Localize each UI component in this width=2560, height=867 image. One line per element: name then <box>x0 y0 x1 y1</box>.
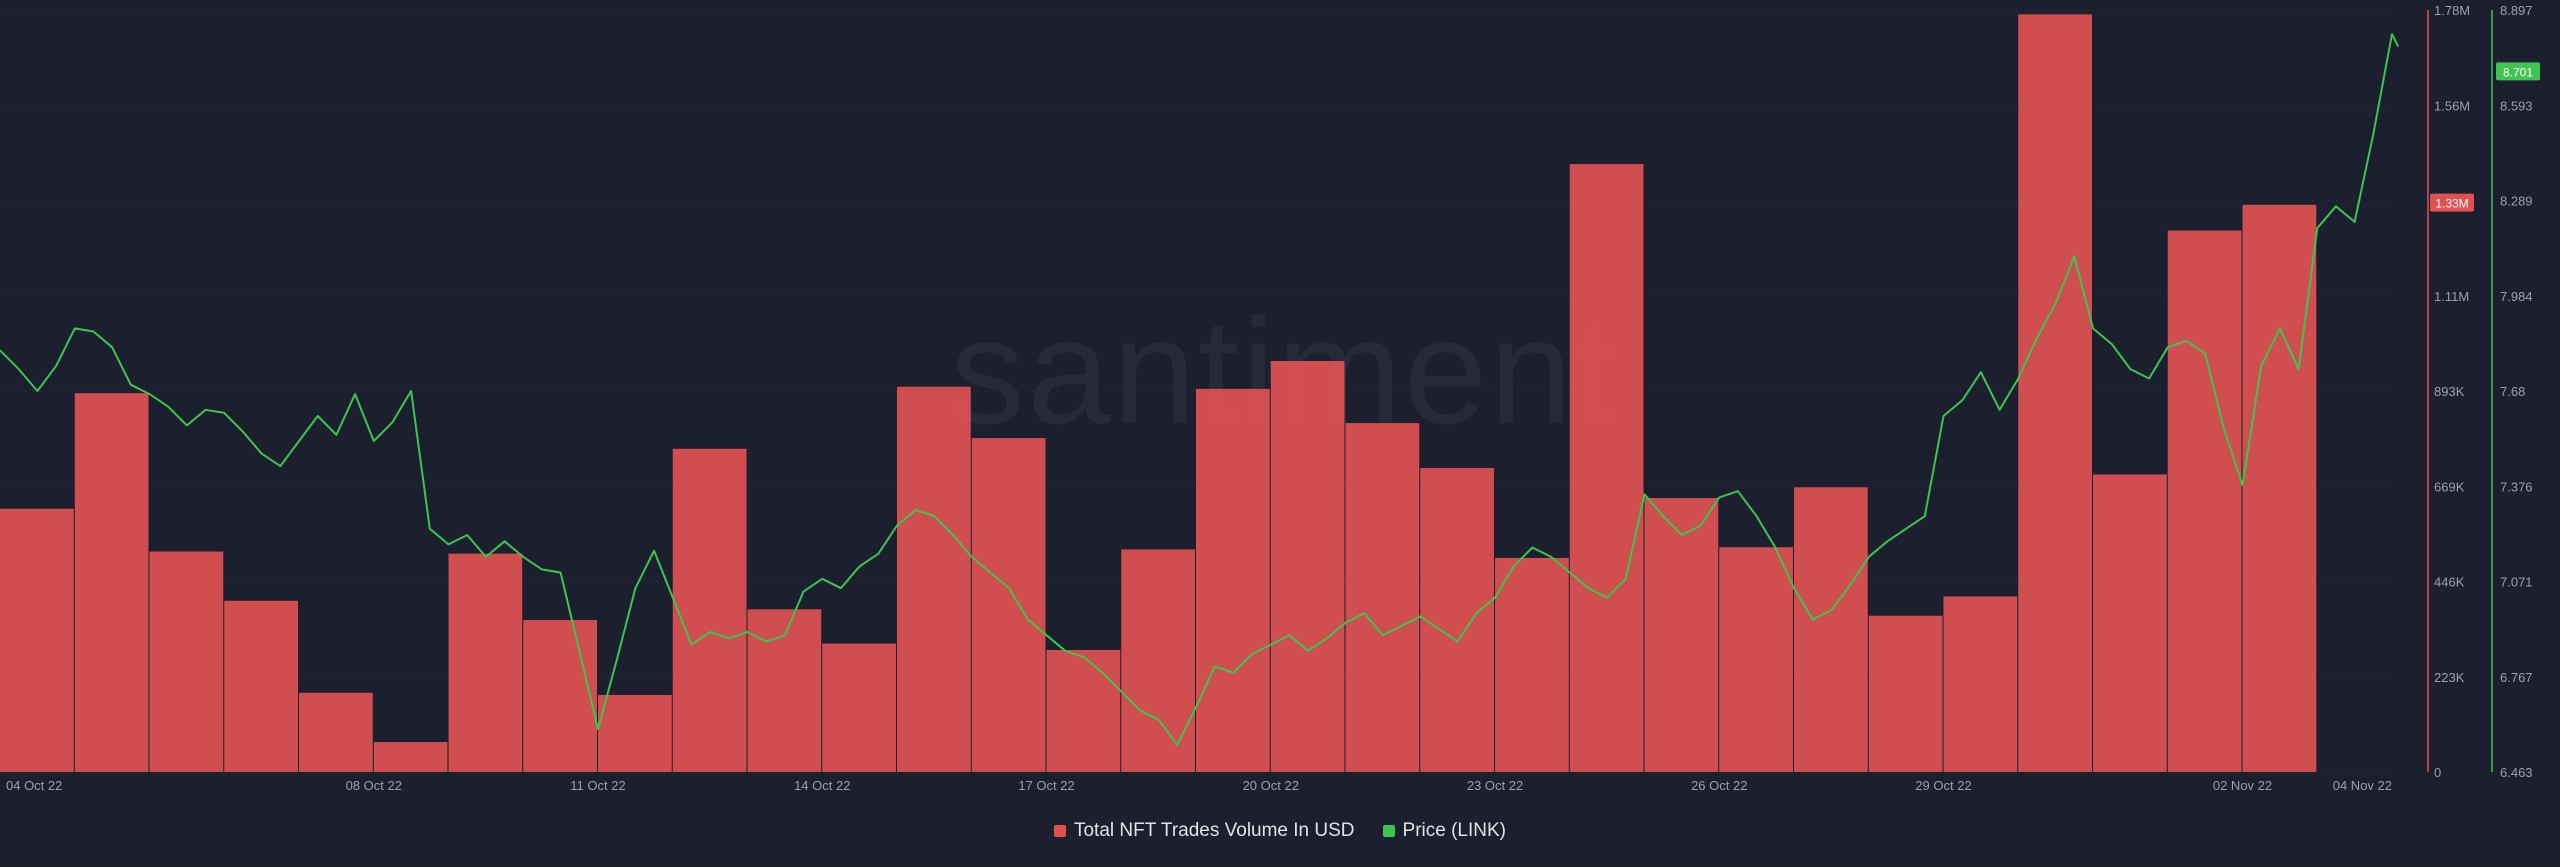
price-axis-tick-label: 6.463 <box>2500 765 2533 780</box>
volume-axis-tick-label: 0 <box>2434 765 2441 780</box>
volume-bar <box>598 694 672 772</box>
x-axis-tick-label: 20 Oct 22 <box>1243 778 1299 793</box>
volume-bar <box>1270 361 1345 772</box>
volume-bar <box>1719 547 1793 772</box>
legend-label-price: Price (LINK) <box>1402 820 1506 841</box>
volume-bar <box>224 600 298 772</box>
volume-bar <box>1943 596 2018 772</box>
volume-axis-tick-label: 1.56M <box>2434 98 2470 113</box>
volume-bar <box>523 620 597 772</box>
volume-bar <box>1196 388 1270 772</box>
x-axis-tick-label: 08 Oct 22 <box>346 778 402 793</box>
legend: Total NFT Trades Volume In USD Price (LI… <box>0 820 2560 842</box>
price-line <box>0 33 2400 746</box>
price-axis-tick-label: 6.767 <box>2500 670 2533 685</box>
volume-axis-tick-label: 446K <box>2434 575 2465 590</box>
price-axis-tick-label: 7.68 <box>2500 384 2525 399</box>
price-axis-tick-label: 8.289 <box>2500 194 2533 209</box>
volume-bar <box>1644 498 1719 772</box>
volume-bar <box>0 508 74 772</box>
volume-bar <box>971 438 1046 772</box>
legend-item-price[interactable]: Price (LINK) <box>1382 820 1506 842</box>
volume-bar <box>448 553 523 772</box>
volume-bar <box>1046 649 1121 772</box>
volume-bar <box>299 692 373 772</box>
price-axis-tick-label: 7.984 <box>2500 289 2533 304</box>
volume-bar <box>747 609 822 772</box>
price-axis-tick-label: 8.897 <box>2500 3 2533 18</box>
volume-bar <box>2242 204 2317 773</box>
volume-axis-tick-label: 1.11M <box>2434 289 2469 304</box>
volume-bar <box>822 643 896 772</box>
price-axis-tick-label: 7.376 <box>2500 479 2533 494</box>
x-axis-tick-label: 04 Nov 22 <box>2333 778 2392 793</box>
volume-bar <box>1495 557 1569 772</box>
volume-bar <box>1569 164 1644 772</box>
price-current-label: 8.701 <box>2503 65 2533 79</box>
volume-bar <box>1345 423 1420 772</box>
legend-label-volume: Total NFT Trades Volume In USD <box>1073 820 1355 841</box>
price-current-badge <box>2496 62 2540 81</box>
price-line-path <box>0 33 2400 746</box>
volume-bar <box>1420 468 1494 772</box>
x-axis-tick-label: 23 Oct 22 <box>1467 778 1523 793</box>
volume-bar <box>2167 230 2242 772</box>
volume-bar <box>1794 487 1868 772</box>
volume-bar <box>2093 474 2167 772</box>
volume-bar <box>2018 14 2092 773</box>
volume-bar <box>74 393 149 772</box>
volume-bar <box>672 448 747 772</box>
price-axis-tick-label: 8.593 <box>2500 98 2533 113</box>
legend-swatch-price <box>1382 825 1395 837</box>
volume-current-label: 1.33M <box>2435 197 2468 211</box>
x-axis-tick-label: 04 Oct 22 <box>6 778 62 793</box>
volume-bar <box>149 551 224 772</box>
x-axis-tick-label: 02 Nov 22 <box>2213 778 2272 793</box>
volume-axis-tick-label: 669K <box>2434 479 2465 494</box>
volume-bar <box>373 742 448 772</box>
volume-current-badge <box>2430 193 2474 212</box>
volume-axis-tick-label: 1.78M <box>2434 3 2470 18</box>
x-axis-tick-label: 29 Oct 22 <box>1915 778 1971 793</box>
x-axis-tick-label: 11 Oct 22 <box>570 778 625 793</box>
volume-axis-tick-label: 223K <box>2434 670 2465 685</box>
volume-bar <box>1868 615 1943 772</box>
volume-bar <box>1121 549 1195 772</box>
legend-swatch-volume <box>1053 825 1066 837</box>
x-axis-tick-label: 14 Oct 22 <box>794 778 850 793</box>
x-axis-tick-label: 26 Oct 22 <box>1691 778 1747 793</box>
x-axis-tick-label: 17 Oct 22 <box>1018 778 1074 793</box>
legend-item-volume[interactable]: Total NFT Trades Volume In USD <box>1053 820 1355 842</box>
volume-bar <box>897 386 971 772</box>
volume-bars <box>0 14 2317 773</box>
axes: 0 223K 446K 669K 893K 1.11M 1.33M 1.56M 1.78M 6.4… <box>6 3 2540 793</box>
price-axis-tick-label: 7.071 <box>2500 575 2533 590</box>
volume-axis-tick-label: 893K <box>2434 384 2465 399</box>
